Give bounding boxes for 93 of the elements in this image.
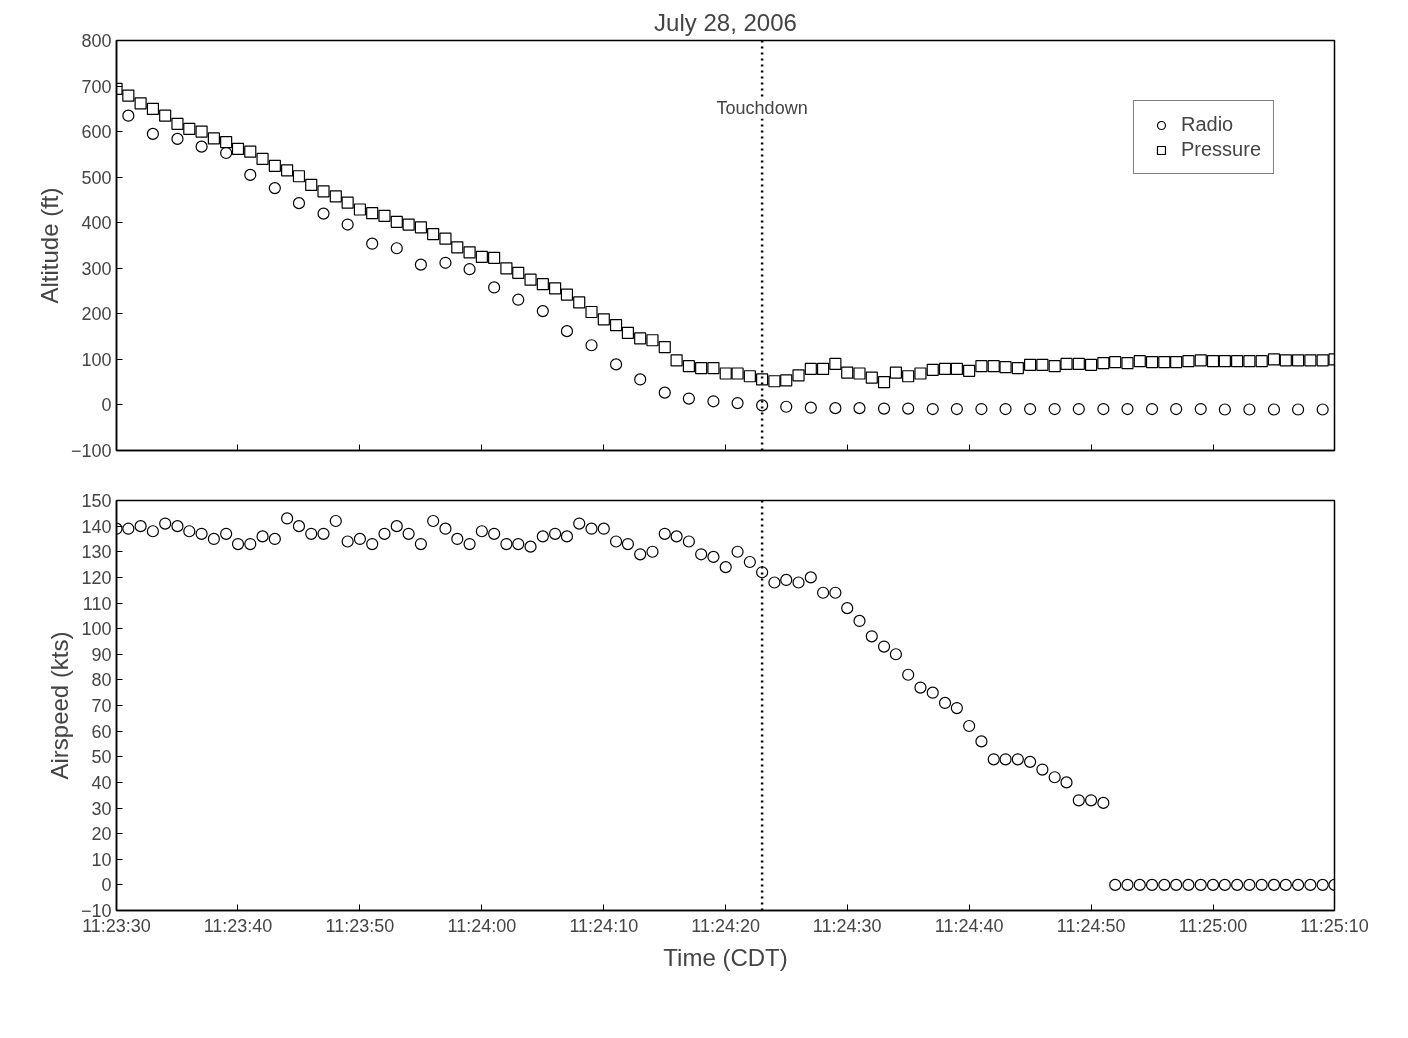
point	[902, 402, 915, 415]
y-axis-title: Airspeed (kts)	[45, 631, 73, 780]
point	[1292, 403, 1305, 416]
point	[536, 305, 549, 318]
y-tick-label: 800	[81, 31, 112, 51]
point	[366, 237, 379, 250]
y-tick-label: 0	[101, 875, 112, 896]
point	[682, 392, 695, 405]
y-tick-label: 20	[91, 824, 112, 845]
point	[804, 401, 817, 414]
point	[122, 109, 135, 122]
y-tick-label: 120	[81, 567, 112, 588]
point	[877, 402, 891, 415]
x-tick-label: 11:24:20	[691, 915, 761, 936]
point	[1048, 402, 1061, 416]
point	[146, 127, 159, 140]
point	[1170, 402, 1183, 416]
point	[634, 373, 647, 386]
point	[926, 402, 939, 416]
y-tick-label: 100	[81, 349, 112, 370]
point	[829, 402, 842, 415]
y-tick-label: 300	[81, 258, 112, 279]
point	[390, 242, 403, 255]
ref-line-label: Touchdown	[716, 98, 808, 119]
y-tick-label: 150	[81, 491, 112, 511]
y-tick-label: 70	[91, 696, 112, 716]
point	[707, 395, 720, 408]
y-axis-title: Altitude (ft)	[35, 187, 63, 304]
x-tick-label: 11:24:00	[447, 915, 517, 936]
point	[292, 197, 306, 210]
x-tick-label: 11:23:50	[325, 915, 395, 936]
point	[609, 358, 623, 371]
y-tick-label: 0	[101, 395, 112, 416]
point	[756, 399, 769, 412]
x-tick-label: 11:25:00	[1178, 915, 1248, 936]
y-tick-label: 80	[91, 670, 112, 691]
point	[341, 218, 354, 231]
y-tick-label: 40	[91, 772, 112, 793]
y-tick-label: 100	[81, 619, 112, 640]
point	[1194, 402, 1207, 416]
point	[463, 263, 476, 276]
point	[220, 146, 233, 160]
point	[1267, 403, 1281, 416]
point	[1024, 402, 1037, 416]
y-tick-label: 500	[81, 167, 112, 188]
point	[244, 168, 257, 181]
point	[731, 397, 744, 410]
y-tick-label: 10	[91, 849, 112, 870]
point	[317, 207, 330, 220]
point	[512, 293, 525, 306]
chart-title: July 28, 2006	[654, 8, 797, 36]
legend-label: Pressure	[1180, 138, 1261, 161]
point	[171, 132, 184, 145]
y-tick-label: 200	[81, 304, 112, 325]
y-tick-label: 700	[81, 76, 112, 97]
point	[999, 402, 1012, 416]
y-tick-label: 50	[91, 747, 112, 768]
point	[658, 386, 671, 399]
y-tick-label: 130	[81, 542, 112, 563]
x-axis-title: Time (CDT)	[663, 943, 788, 971]
x-tick-label: 11:24:10	[569, 915, 639, 936]
y-tick-label: 140	[81, 516, 112, 537]
point	[560, 325, 574, 338]
point	[439, 256, 452, 269]
point	[1243, 403, 1256, 416]
point	[1218, 403, 1231, 416]
y-tick-label: 90	[91, 644, 112, 665]
y-tick-label: 110	[82, 593, 112, 614]
point	[268, 182, 281, 195]
x-tick-label: 11:24:50	[1056, 915, 1126, 936]
point	[950, 402, 963, 416]
point	[414, 258, 427, 271]
point	[975, 402, 988, 416]
point	[1145, 402, 1159, 416]
y-tick-label: 400	[81, 213, 112, 234]
point	[1316, 403, 1329, 416]
x-tick-label: 11:24:30	[812, 915, 882, 936]
y-tick-label: 60	[91, 721, 112, 742]
point	[1121, 402, 1134, 416]
point	[1072, 402, 1085, 416]
y-tick-label: 30	[91, 798, 112, 819]
point	[853, 402, 866, 415]
point	[195, 140, 208, 153]
y-tick-label: 600	[81, 122, 112, 143]
point	[488, 281, 501, 294]
y-tick-label: −100	[70, 441, 112, 461]
point	[780, 400, 793, 413]
point	[585, 339, 598, 352]
point	[1097, 402, 1110, 416]
x-tick-label: 11:25:10	[1300, 915, 1369, 936]
legend-label: Radio	[1180, 113, 1234, 136]
x-tick-label: 11:24:40	[934, 915, 1004, 936]
x-tick-label: 11:23:40	[203, 915, 273, 936]
